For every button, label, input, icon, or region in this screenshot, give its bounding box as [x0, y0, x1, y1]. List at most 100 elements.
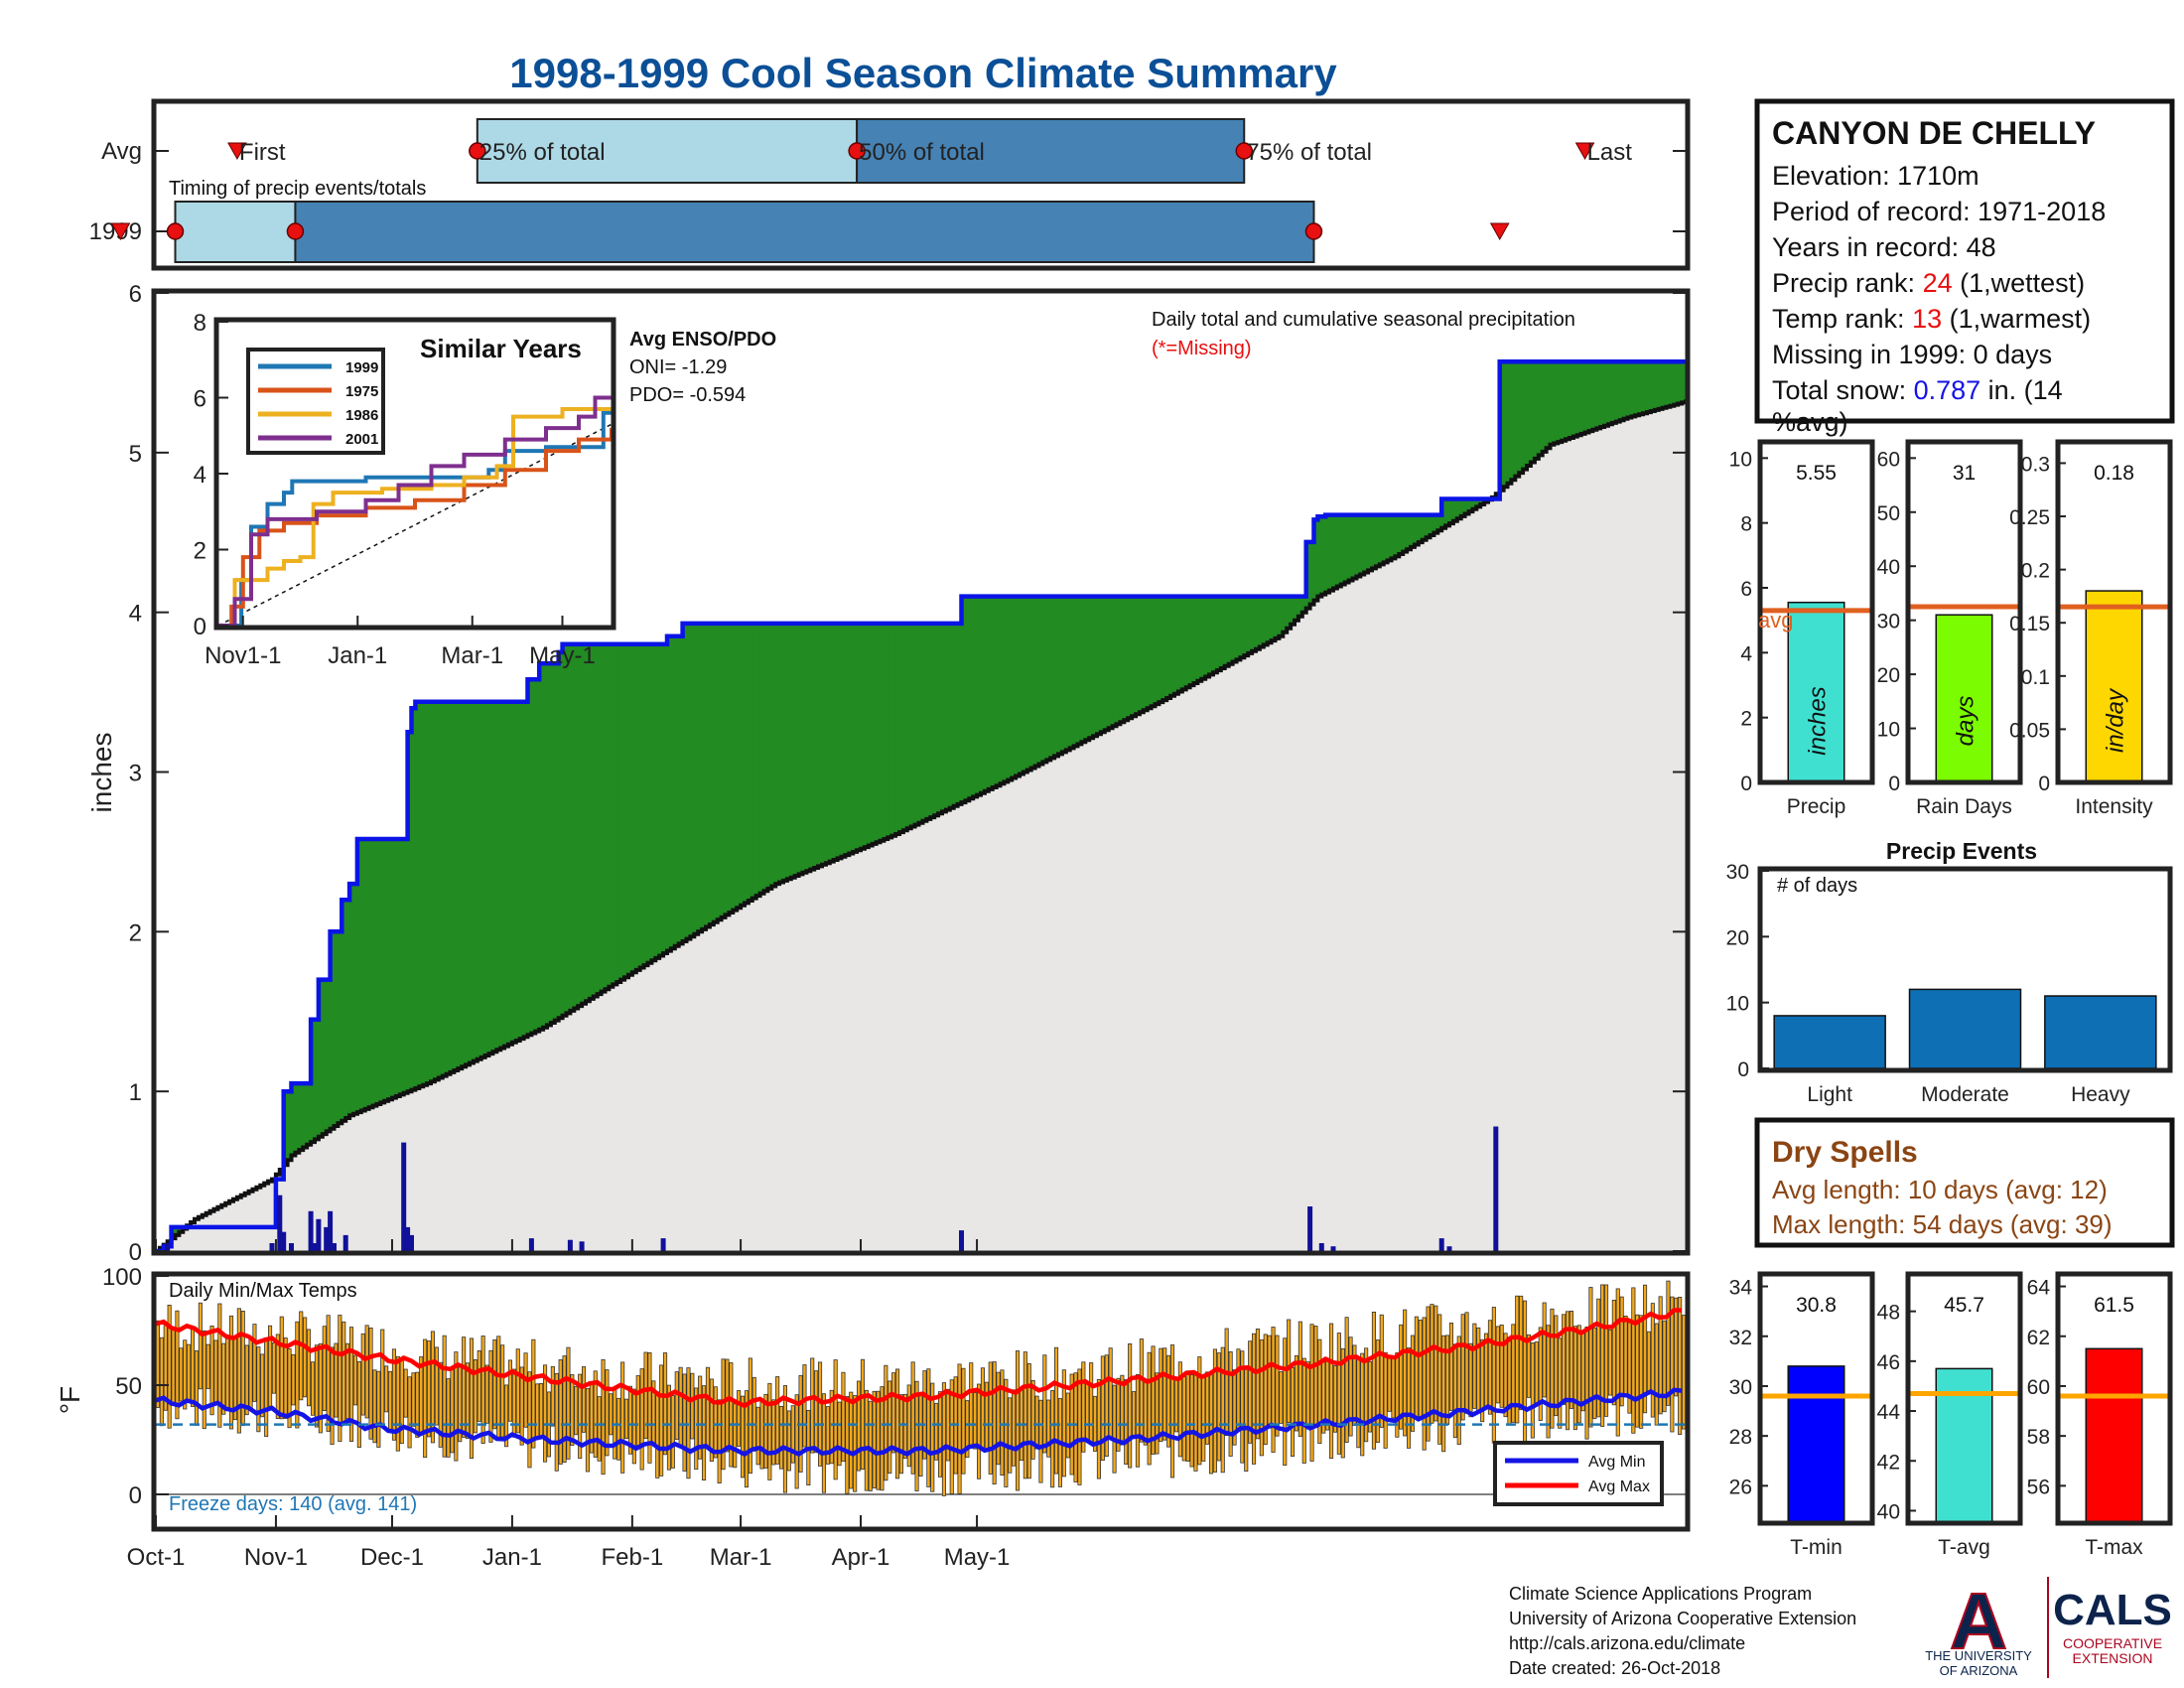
- surplus-segment: [1042, 596, 1047, 763]
- surplus-segment: [1263, 596, 1269, 645]
- daily-temp-bar: [550, 1365, 555, 1427]
- surplus-segment: [1650, 361, 1656, 412]
- surplus-segment: [423, 701, 428, 1085]
- daily-temp-bar: [1437, 1314, 1442, 1445]
- daily-temp-bar: [1511, 1324, 1516, 1423]
- surplus-segment: [690, 623, 695, 937]
- daily-temp-bar: [283, 1337, 288, 1419]
- surplus-segment: [1519, 361, 1524, 474]
- daily-temp-bar: [1046, 1399, 1051, 1458]
- avg-last-marker: [1574, 142, 1595, 161]
- surplus-segment: [1530, 361, 1536, 463]
- surplus-segment: [1228, 596, 1234, 664]
- station-elevation: Elevation: 1710m: [1772, 161, 1979, 191]
- surplus-segment: [543, 663, 548, 1028]
- summary-t-min-bar: [1787, 1365, 1845, 1524]
- surplus-segment: [1248, 596, 1253, 653]
- surplus-segment: [1089, 596, 1094, 739]
- inset-legend: 1999 1975 1986 2001: [246, 348, 385, 455]
- surplus-segment: [620, 643, 625, 980]
- surplus-segment: [415, 701, 420, 1088]
- surplus-segment: [566, 643, 571, 1014]
- surplus-segment: [473, 701, 478, 1061]
- surplus-segment: [887, 623, 892, 838]
- daily-temp-bar: [698, 1375, 703, 1460]
- surplus-segment: [783, 623, 788, 881]
- daily-temp-bar: [934, 1402, 939, 1461]
- daily-precip-bar: [324, 1226, 330, 1251]
- daily-temp-bar: [1267, 1335, 1272, 1429]
- surplus-segment: [547, 663, 552, 1026]
- daily-temp-bar: [821, 1393, 826, 1493]
- surplus-segment: [1174, 596, 1179, 694]
- daily-temp-bar: [1077, 1368, 1082, 1485]
- daily-temp-bar: [616, 1397, 621, 1461]
- surplus-segment: [1407, 514, 1412, 550]
- surplus-segment: [515, 701, 521, 1041]
- daily-temp-bar: [1480, 1338, 1485, 1423]
- daily-temp-bar: [330, 1346, 335, 1446]
- daily-temp-bar: [1584, 1327, 1589, 1440]
- summary-precip-y-tick-label: 8: [1740, 513, 1752, 536]
- daily-temp-bar: [1515, 1295, 1520, 1424]
- daily-precip-bar: [1307, 1206, 1313, 1251]
- surplus-segment: [899, 623, 904, 833]
- surplus-segment: [1147, 596, 1153, 709]
- surplus-segment: [822, 623, 827, 865]
- surplus-segment: [1185, 596, 1191, 688]
- daily-precip-bar: [401, 1142, 407, 1251]
- daily-temp-bar: [1538, 1327, 1543, 1422]
- summary-t-avg-y-tick-label: 46: [1877, 1351, 1900, 1374]
- daily-temp-bar: [407, 1376, 412, 1449]
- daily-temp-bar: [578, 1373, 583, 1460]
- surplus-segment: [1511, 361, 1516, 481]
- surplus-segment: [1034, 596, 1040, 767]
- surplus-segment: [918, 623, 923, 823]
- surplus-segment: [981, 596, 986, 793]
- station-info-box: CANYON DE CHELLY Elevation: 1710m Period…: [1754, 98, 2175, 437]
- daily-temp-bar: [198, 1302, 203, 1390]
- surplus-segment: [984, 596, 990, 791]
- daily-temp-bar: [1623, 1316, 1628, 1395]
- daily-temp-bar: [969, 1362, 974, 1449]
- surplus-segment: [1523, 361, 1528, 470]
- precip-rank-note: (1,wettest): [1953, 268, 2086, 298]
- daily-precip-bar: [342, 1234, 348, 1251]
- surplus-segment: [1333, 514, 1338, 589]
- daily-temp-bar: [717, 1399, 722, 1484]
- surplus-segment: [338, 931, 342, 1124]
- daily-temp-bar: [543, 1364, 548, 1463]
- surplus-segment: [969, 596, 974, 799]
- surplus-segment: [1100, 596, 1106, 733]
- daily-temp-bar: [1224, 1328, 1229, 1436]
- daily-temp-bar: [992, 1361, 997, 1484]
- surplus-segment: [392, 839, 397, 1098]
- summary-intensity: in/day 0 0.05 0.1 0.15 0.2 0.25 0.3 0.18 Intensit…: [2009, 439, 2173, 818]
- precip-events-ylabel: # of days: [1777, 875, 1857, 897]
- daily-temp-bar: [733, 1403, 738, 1469]
- daily-temp-bar: [1240, 1350, 1245, 1464]
- daily-temp-bar: [601, 1358, 606, 1476]
- precip-y-tick-label: 6: [129, 281, 142, 308]
- surplus-segment: [539, 663, 544, 1030]
- surplus-segment: [434, 701, 440, 1080]
- surplus-segment: [876, 623, 882, 843]
- daily-temp-bar: [1383, 1351, 1388, 1449]
- daily-temp-bar: [423, 1338, 428, 1459]
- daily-temp-bar: [1674, 1297, 1679, 1397]
- surplus-segment: [1061, 596, 1067, 753]
- daily-precip-bar: [579, 1241, 585, 1251]
- avg-50-marker: [848, 142, 866, 160]
- surplus-segment: [1050, 596, 1055, 759]
- surplus-segment: [1026, 596, 1032, 771]
- surplus-segment: [1452, 498, 1458, 521]
- surplus-segment: [384, 839, 389, 1101]
- date-x-axis: Oct-1 Nov-1 Dec-1 Jan-1 Feb-1 Mar-1 Apr-1 May-1: [127, 1239, 1010, 1571]
- daily-precip-bar: [528, 1238, 534, 1251]
- surplus-segment: [1085, 596, 1090, 741]
- daily-temp-bar: [1566, 1311, 1570, 1431]
- surplus-segment: [523, 701, 529, 1038]
- surplus-segment: [1120, 596, 1125, 723]
- daily-temp-bar: [1279, 1371, 1284, 1424]
- surplus-segment: [1395, 514, 1400, 557]
